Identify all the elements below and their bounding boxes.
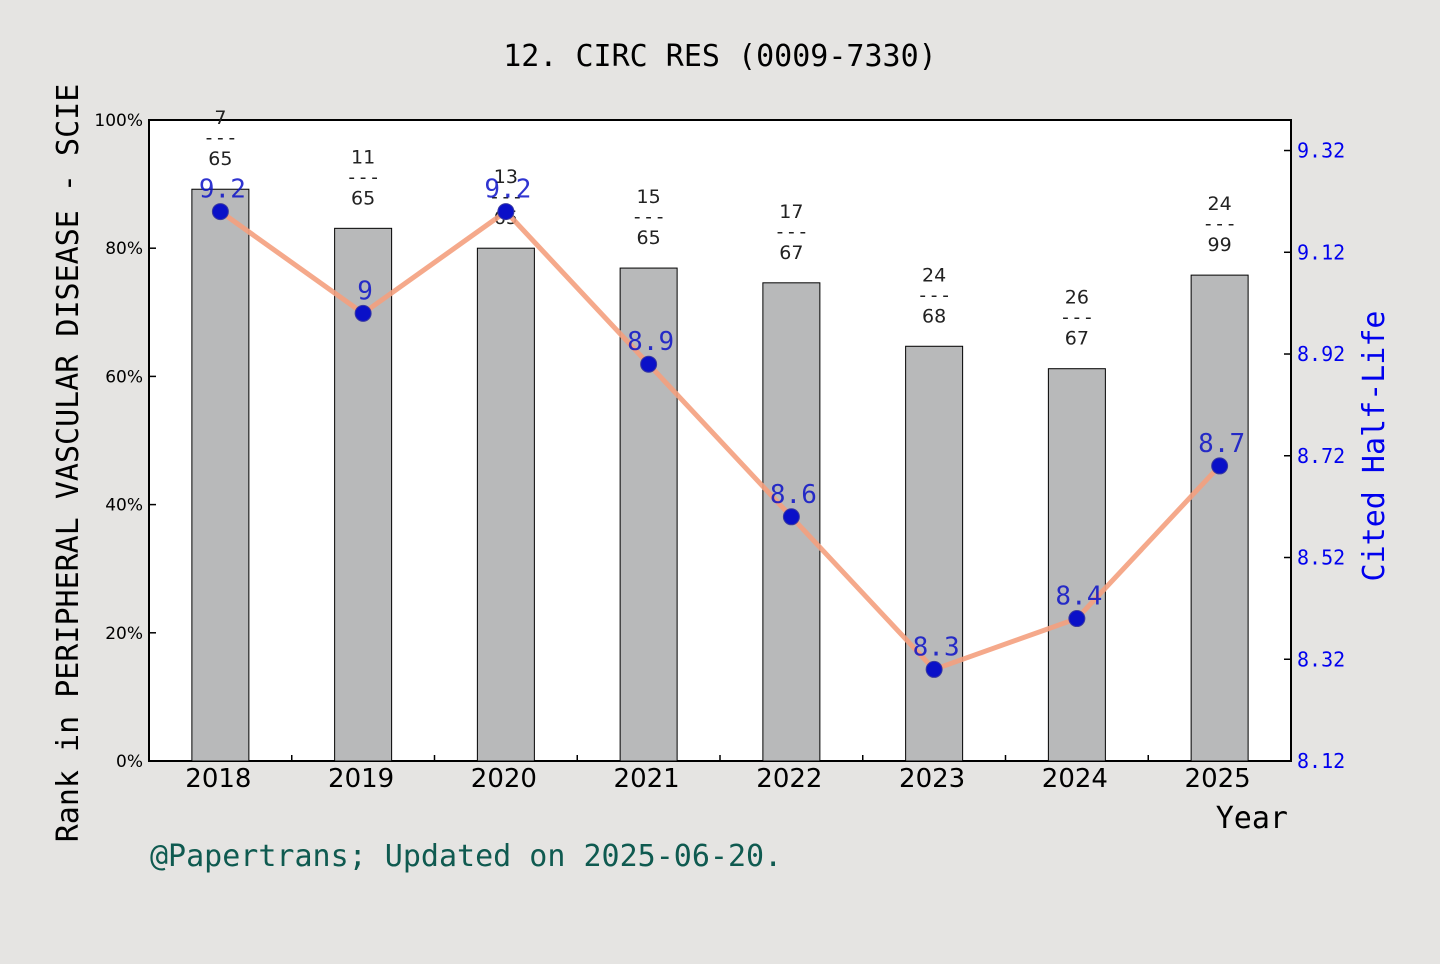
bar-rank-separator: --- bbox=[631, 206, 665, 228]
bar-rank-label: 7 bbox=[214, 107, 226, 129]
bar-rank-separator: --- bbox=[774, 221, 808, 243]
y2-tick-label: 9.12 bbox=[1297, 240, 1345, 264]
y-tick-label: 40% bbox=[105, 496, 143, 516]
line-point-2019 bbox=[354, 304, 372, 322]
bar-rank-label: 13 bbox=[494, 166, 518, 188]
x-axis-label: Year bbox=[1216, 801, 1288, 836]
line-point-2022 bbox=[782, 508, 800, 526]
x-tick-label: 2018 bbox=[185, 764, 251, 794]
bar-2021 bbox=[619, 267, 678, 762]
x-tick-label: 2019 bbox=[328, 764, 394, 794]
bar-total-label: 65 bbox=[637, 227, 661, 249]
cited-half-life-line bbox=[218, 209, 1222, 672]
bar-2024 bbox=[1047, 368, 1106, 762]
bar-total-label: 65 bbox=[351, 187, 375, 209]
bar-rank-separator: --- bbox=[203, 127, 237, 149]
y2-tick-label: 8.12 bbox=[1297, 749, 1345, 773]
line-value-label: 9 bbox=[357, 276, 373, 306]
bar-rank-label: 17 bbox=[779, 201, 803, 223]
bar-rank-separator: --- bbox=[346, 166, 380, 188]
bar-rank-label: 11 bbox=[351, 146, 375, 168]
y-tick-label: 80% bbox=[105, 239, 143, 259]
y-tick-label: 60% bbox=[105, 367, 143, 387]
x-tick-label: 2022 bbox=[756, 764, 822, 794]
line-value-label: 8.9 bbox=[627, 327, 674, 357]
y2-tick-label: 8.92 bbox=[1297, 342, 1345, 366]
x-tick-label: 2023 bbox=[899, 764, 965, 794]
y-tick-label: 0% bbox=[116, 752, 143, 772]
footer-note: @Papertrans; Updated on 2025-06-20. bbox=[150, 839, 782, 874]
axes-layer: 0% 20% 40% 60% 80% 100% 8.12 8.32 8.52 8.72 8.92 9.… bbox=[94, 111, 1345, 794]
line-value-label: 8.6 bbox=[770, 480, 817, 510]
line-value-label: 8.3 bbox=[913, 632, 960, 662]
bar-total-label: 65 bbox=[208, 148, 232, 170]
line-point-2025 bbox=[1211, 457, 1229, 475]
bar-rank-label: 15 bbox=[637, 186, 661, 208]
bar-2023 bbox=[905, 345, 964, 762]
bar-rank-separator: --- bbox=[489, 186, 523, 208]
line-value-label: 9.2 bbox=[199, 175, 246, 205]
x-tick-label: 2024 bbox=[1042, 764, 1108, 794]
bar-2025 bbox=[1190, 274, 1249, 762]
bar-rank-label: 24 bbox=[922, 264, 946, 286]
line-value-label: 8.4 bbox=[1055, 582, 1102, 612]
chart-title: 12. CIRC RES (0009-7330) bbox=[503, 39, 936, 74]
bar-2018 bbox=[191, 188, 250, 762]
y-axis-label: Rank in PERIPHERAL VASCULAR DISEASE - SC… bbox=[51, 84, 86, 843]
y2-axis-label: Cited Half-Life bbox=[1357, 311, 1392, 582]
bar-total-label: 68 bbox=[922, 305, 946, 327]
line-point-2024 bbox=[1068, 610, 1086, 628]
line-point-2021 bbox=[640, 355, 658, 373]
y2-tick-label: 8.72 bbox=[1297, 444, 1345, 468]
y2-tick-label: 8.32 bbox=[1297, 647, 1345, 671]
bar-total-label: 99 bbox=[1208, 234, 1232, 256]
y-tick-label: 20% bbox=[105, 624, 143, 644]
bars-layer: 7---6511---6513---6515---6517---6724---6… bbox=[191, 107, 1249, 762]
line-value-label: 8.7 bbox=[1198, 429, 1245, 459]
line-point-2023 bbox=[925, 660, 943, 678]
line-layer: 9.2 9 9.2 8.9 8.6 8.3 8.4 8.7 bbox=[199, 175, 1245, 678]
y-tick-label: 100% bbox=[94, 111, 143, 131]
bar-rank-separator: --- bbox=[1202, 213, 1236, 235]
bar-total-label: 67 bbox=[779, 242, 803, 264]
x-tick-label: 2025 bbox=[1185, 764, 1251, 794]
y2-tick-label: 8.52 bbox=[1297, 546, 1345, 570]
x-tick-label: 2020 bbox=[471, 764, 537, 794]
x-tick-label: 2021 bbox=[614, 764, 680, 794]
y2-tick-label: 9.32 bbox=[1297, 139, 1345, 163]
bar-rank-separator: --- bbox=[917, 284, 951, 306]
bar-rank-label: 26 bbox=[1065, 287, 1089, 309]
bar-2020 bbox=[476, 247, 535, 762]
bar-rank-separator: --- bbox=[1060, 307, 1094, 329]
line-point-2020 bbox=[497, 203, 515, 221]
bar-rank-label: 24 bbox=[1208, 193, 1232, 215]
bar-total-label: 67 bbox=[1065, 328, 1089, 350]
line-value-label: 9.2 bbox=[484, 175, 531, 205]
line-point-2018 bbox=[211, 203, 229, 221]
